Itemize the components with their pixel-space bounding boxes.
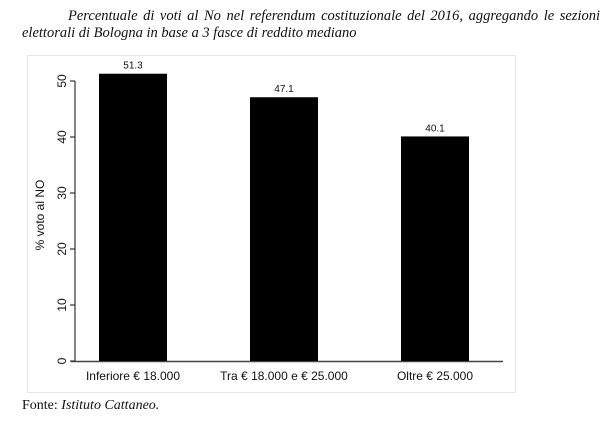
data-label: 40.1 [425,123,445,134]
source-note: Fonte: Istituto Cattaneo. [22,398,159,414]
y-axis-label: % voto al NO [33,180,47,251]
bar [401,136,469,361]
chart-title: Percentuale di voti al No nel referendum… [22,8,600,41]
y-tick-label: 30 [55,186,69,200]
x-tick-label: Inferiore € 18.000 [86,369,180,383]
data-label: 47.1 [274,84,294,95]
source-value: Istituto Cattaneo. [61,398,160,413]
bar [99,73,167,361]
y-tick-label: 40 [55,130,69,144]
data-label: 51.3 [123,61,143,72]
x-tick-label: Tra € 18.000 e € 25.000 [220,369,348,383]
y-tick-label: 50 [55,74,69,88]
x-tick-label: Oltre € 25.000 [397,369,473,383]
source-label: Fonte: [22,398,58,413]
y-tick-label: 20 [55,242,69,256]
y-tick-label: 10 [55,298,69,312]
y-tick-label: 0 [55,357,69,364]
bar [250,97,318,362]
